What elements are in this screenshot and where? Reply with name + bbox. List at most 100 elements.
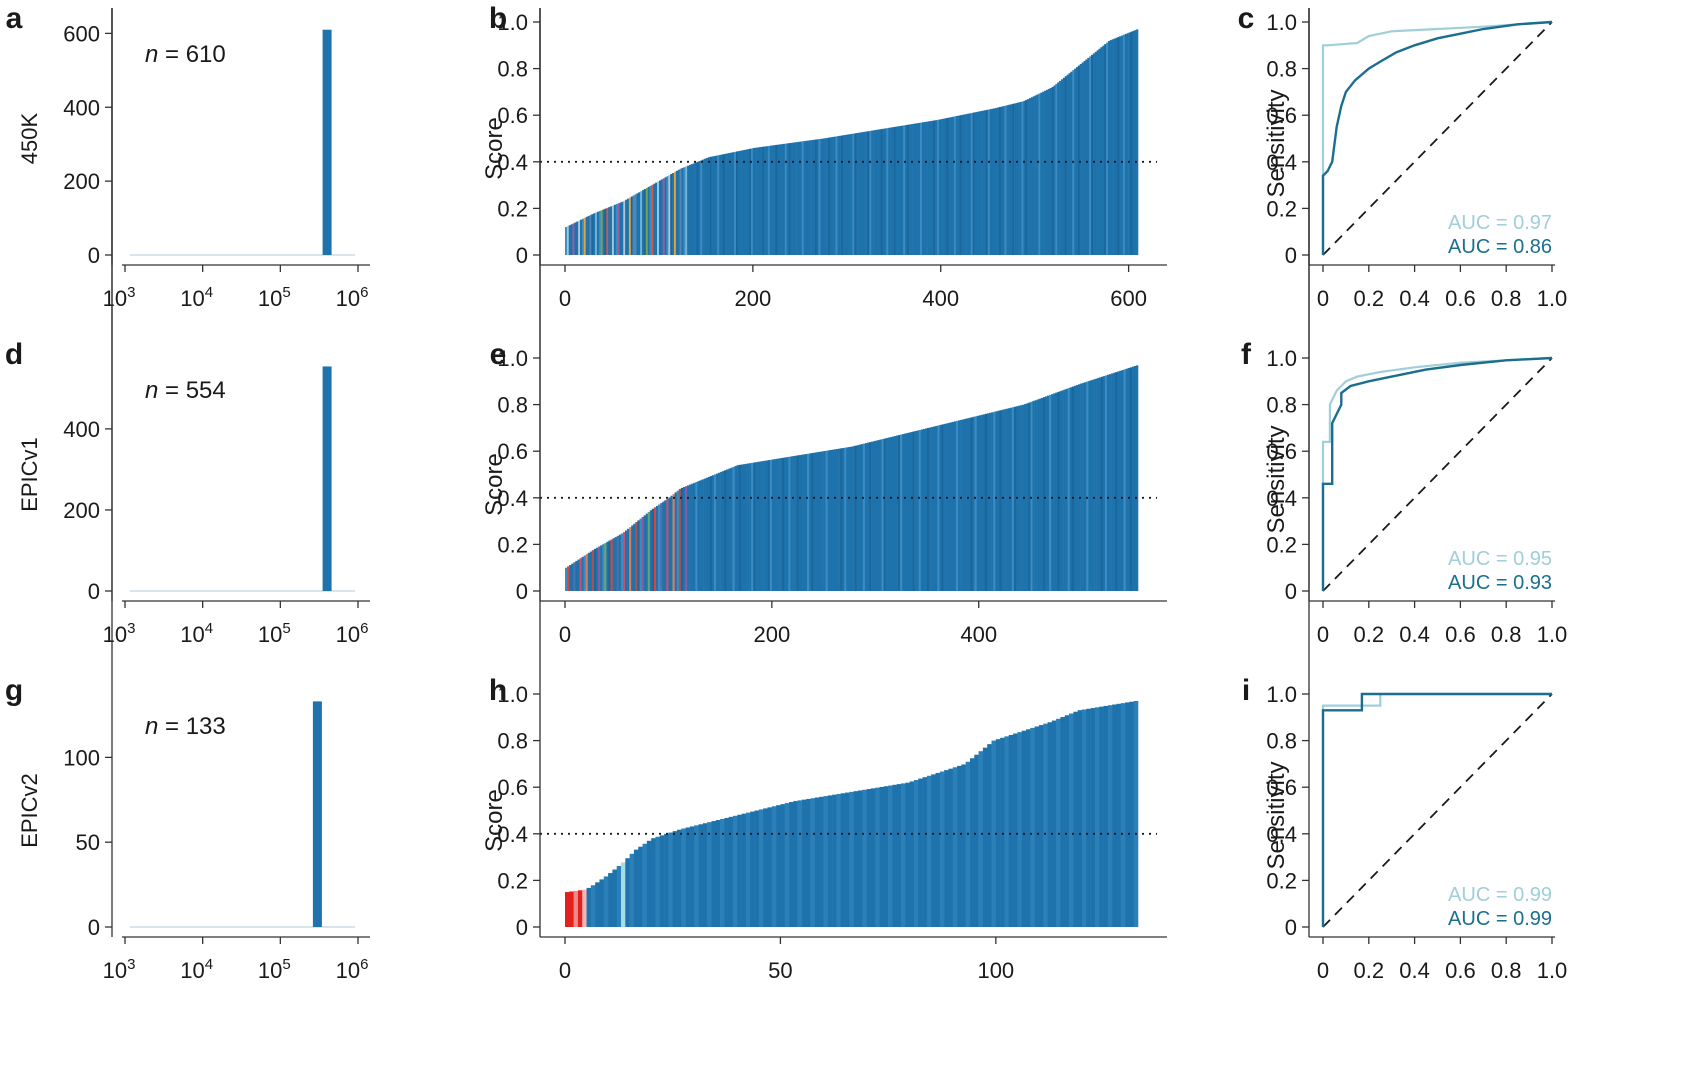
y-tick-label: 0.2 <box>497 196 528 221</box>
y-tick-label: 0.8 <box>1266 393 1297 418</box>
y-tick-label: 0.2 <box>1266 196 1297 221</box>
score-bar <box>812 139 816 255</box>
score-bar <box>734 151 737 255</box>
score-bar <box>862 443 866 591</box>
score-bar <box>914 430 917 591</box>
score-bar <box>1017 732 1022 927</box>
score-bar <box>877 440 880 591</box>
score-bar <box>569 565 572 591</box>
score-bar <box>901 783 906 927</box>
score-bar <box>579 558 582 591</box>
row-label: 450K <box>17 112 42 164</box>
score-bar <box>871 441 874 591</box>
score-bar <box>1117 371 1120 591</box>
auc-label: AUC = 0.99 <box>1448 908 1552 930</box>
score-bar <box>676 490 680 591</box>
score-bars <box>565 29 1139 256</box>
score-bar <box>887 437 891 591</box>
score-bar <box>931 774 936 927</box>
score-bar <box>711 475 715 591</box>
score-bar <box>820 138 823 255</box>
score-bar <box>794 142 797 255</box>
score-bar <box>905 125 908 255</box>
x-tick-label: 1.0 <box>1537 622 1568 647</box>
score-bar <box>604 208 607 255</box>
score-bar <box>1028 402 1031 591</box>
score-bar <box>679 168 682 255</box>
y-tick-label: 200 <box>63 169 100 194</box>
score-bar <box>643 189 647 255</box>
score-bar <box>970 417 973 591</box>
score-bar <box>991 108 994 255</box>
score-bar <box>612 538 615 591</box>
score-bar <box>743 149 746 255</box>
score-bar <box>993 108 996 255</box>
x-tick-label: 400 <box>922 286 959 311</box>
row-label: EPICv1 <box>17 437 42 512</box>
score-bar <box>776 805 781 927</box>
score-bar <box>972 112 975 255</box>
score-bar <box>720 154 724 255</box>
score-bar <box>833 449 837 591</box>
score-bar <box>1130 31 1133 255</box>
score-bar <box>646 840 652 927</box>
score-bar <box>1000 106 1004 255</box>
score-bar <box>1013 733 1018 927</box>
score-bar <box>790 142 793 255</box>
score-bar <box>761 461 764 591</box>
score-bar <box>784 803 790 927</box>
score-bar <box>835 448 839 591</box>
score-bar <box>978 111 981 255</box>
score-bar <box>1109 40 1112 256</box>
y-axis-title: Score <box>481 789 508 852</box>
score-bar <box>739 150 742 255</box>
score-bar <box>606 207 609 255</box>
score-bar <box>771 459 775 591</box>
score-bar <box>947 422 951 591</box>
score-bar <box>766 146 769 255</box>
score-bar <box>1023 100 1026 255</box>
score-bar <box>963 114 966 256</box>
x-tick-label: 106 <box>336 284 369 311</box>
score-bar <box>668 832 674 927</box>
score-bar <box>728 816 734 927</box>
score-bar <box>863 131 866 255</box>
score-bar <box>908 124 911 255</box>
score-bar <box>819 796 824 927</box>
score-bar <box>595 882 600 927</box>
x-tick-label: 0.2 <box>1354 286 1385 311</box>
score-bar <box>935 120 938 255</box>
score-bar <box>741 150 744 255</box>
score-bar <box>709 156 712 255</box>
score-bar <box>1081 62 1084 255</box>
score-bar <box>938 119 942 256</box>
score-bar <box>1075 385 1079 591</box>
score-bar <box>826 137 829 255</box>
score-bar <box>1099 706 1104 927</box>
score-bar <box>1069 713 1074 927</box>
score-bar <box>583 217 586 255</box>
score-bar <box>1113 38 1116 256</box>
score-bar <box>1080 383 1083 591</box>
score-bar <box>638 846 643 927</box>
score-bar <box>616 535 620 591</box>
score-bar <box>966 418 969 591</box>
score-bar <box>741 813 747 927</box>
score-bar <box>1064 715 1070 927</box>
score-bar <box>666 498 669 591</box>
score-bar <box>728 468 731 591</box>
score-bar <box>817 452 820 591</box>
score-bar <box>1015 102 1019 256</box>
score-bar <box>849 791 854 927</box>
score-bar <box>846 447 849 591</box>
score-bar <box>1100 47 1103 255</box>
score-bar <box>670 495 673 591</box>
score-bar <box>633 523 636 591</box>
score-bar <box>1107 41 1111 255</box>
y-tick-label: 0 <box>1285 915 1297 940</box>
score-bar <box>866 789 872 927</box>
x-tick-label: 0.2 <box>1354 958 1385 983</box>
score-bar <box>1059 80 1062 255</box>
score-bar <box>1067 388 1071 591</box>
score-bar <box>1121 370 1124 591</box>
